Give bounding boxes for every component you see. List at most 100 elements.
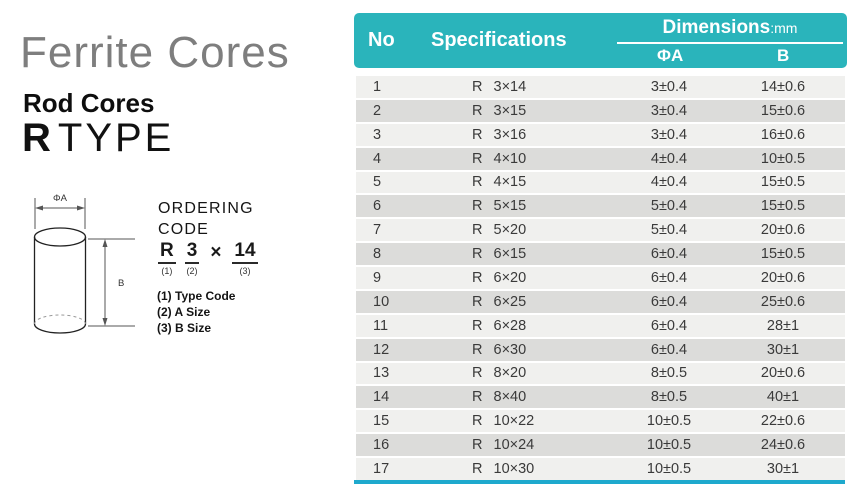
table-row: 5 R 4×15 4±0.4 15±0.5	[356, 171, 845, 194]
table-row: 4 R 4×10 4±0.4 10±0.5	[356, 147, 845, 170]
code-char: ×	[210, 242, 222, 263]
ordering-code-legend: (1) Type Code (2) A Size (3) B Size	[157, 288, 235, 336]
table-header: No Specifications Dimensions:mm ΦA B	[354, 13, 847, 68]
table-row: 2 R 3×15 3±0.4 15±0.6	[356, 99, 845, 122]
table-row: 13 R 8×20 8±0.5 20±0.6	[356, 362, 845, 385]
row-b: 20±0.6	[760, 365, 806, 382]
row-no: 6	[373, 198, 382, 215]
row-b: 15±0.5	[760, 174, 806, 191]
code-index: (1)	[161, 266, 173, 276]
column-header-specifications: Specifications	[431, 29, 567, 51]
table-row: 7 R 5×20 5±0.4 20±0.6	[356, 219, 845, 242]
row-spec: R 10×22	[472, 413, 535, 430]
row-phi-a: 10±0.5	[646, 437, 692, 454]
row-b: 15±0.6	[760, 102, 806, 119]
type-heading: R TYPE	[22, 116, 174, 161]
row-b: 14±0.6	[760, 78, 806, 95]
row-no: 4	[373, 150, 382, 167]
table-row: 11 R 6×28 6±0.4 28±1	[356, 314, 845, 337]
table-row: 17 R 10×30 10±0.5 30±1	[356, 458, 845, 480]
row-no: 7	[373, 222, 382, 239]
row-b: 30±1	[766, 460, 800, 477]
column-group-dimensions: Dimensions:mm ΦA B	[617, 13, 843, 68]
row-spec: R 10×30	[472, 460, 535, 477]
code-index: (2)	[186, 266, 198, 276]
ordering-code-heading: ORDERING CODE	[158, 198, 254, 240]
legend-item: (1) Type Code	[157, 289, 236, 303]
row-phi-a: 5±0.4	[650, 198, 688, 215]
table-body: 1 R 3×14 3±0.4 14±0.6 2 R 3×15 3±0.4 15±0.6 3 R 3…	[356, 76, 845, 480]
rod-core-diagram: ΦA B	[33, 193, 135, 334]
row-no: 10	[373, 293, 390, 310]
row-phi-a: 4±0.4	[650, 174, 688, 191]
table-bottom-border	[354, 480, 845, 484]
specifications-table: No Specifications Dimensions:mm ΦA B 1 R …	[354, 13, 847, 480]
row-no: 16	[373, 437, 390, 454]
row-phi-a: 8±0.5	[650, 365, 688, 382]
ordering-heading-line2: CODE	[158, 221, 210, 238]
ordering-code-formula: R (1) 3 (2) × 14 (3)	[158, 240, 258, 278]
row-spec: R 3×14	[472, 78, 527, 95]
row-no: 15	[373, 413, 390, 430]
dimensions-group-title: Dimensions:mm	[617, 13, 843, 42]
row-no: 2	[373, 102, 382, 119]
row-spec: R 4×15	[472, 174, 527, 191]
table-row: 10 R 6×25 6±0.4 25±0.6	[356, 290, 845, 313]
row-phi-a: 3±0.4	[650, 102, 688, 119]
table-row: 1 R 3×14 3±0.4 14±0.6	[356, 76, 845, 98]
column-header-b: B	[776, 46, 790, 65]
row-no: 5	[373, 174, 382, 191]
row-phi-a: 6±0.4	[650, 341, 688, 358]
dimensions-unit: :mm	[770, 19, 798, 36]
table-row: 3 R 3×16 3±0.4 16±0.6	[356, 123, 845, 146]
row-no: 9	[373, 269, 382, 286]
row-phi-a: 3±0.4	[650, 78, 688, 95]
code-part: R (1)	[158, 240, 176, 278]
row-b: 20±0.6	[760, 222, 806, 239]
table-row: 8 R 6×15 6±0.4 15±0.5	[356, 243, 845, 265]
row-b: 15±0.5	[760, 198, 806, 215]
row-spec: R 8×20	[472, 365, 527, 382]
row-no: 17	[373, 460, 390, 477]
row-no: 8	[373, 246, 382, 263]
code-part: ×	[208, 242, 223, 278]
table-row: 6 R 5×15 5±0.4 15±0.5	[356, 195, 845, 218]
legend-item: (3) B Size	[157, 321, 212, 335]
row-spec: R 4×10	[472, 150, 527, 167]
row-b: 30±1	[766, 341, 800, 358]
header-divider-line	[617, 42, 843, 44]
row-phi-a: 10±0.5	[646, 460, 692, 477]
row-phi-a: 4±0.4	[650, 150, 688, 167]
page-subtitle: Rod Cores	[23, 88, 155, 118]
row-phi-a: 5±0.4	[650, 222, 688, 239]
row-b: 22±0.6	[760, 413, 806, 430]
row-no: 13	[373, 365, 390, 382]
row-no: 14	[373, 389, 390, 406]
row-phi-a: 10±0.5	[646, 413, 692, 430]
row-spec: R 6×30	[472, 341, 527, 358]
ordering-heading-line1: ORDERING	[158, 200, 254, 217]
row-spec: R 6×25	[472, 293, 527, 310]
row-b: 20±0.6	[760, 269, 806, 286]
code-char: R	[158, 240, 176, 264]
type-word: TYPE	[57, 116, 175, 160]
row-spec: R 6×28	[472, 317, 527, 334]
type-letter: R	[22, 116, 52, 160]
table-row: 16 R 10×24 10±0.5 24±0.6	[356, 434, 845, 456]
row-spec: R 3×16	[472, 126, 527, 143]
row-phi-a: 8±0.5	[650, 389, 688, 406]
table-row: 15 R 10×22 10±0.5 22±0.6	[356, 410, 845, 433]
row-b: 24±0.6	[760, 437, 806, 454]
row-phi-a: 6±0.4	[650, 269, 688, 286]
row-no: 3	[373, 126, 382, 143]
row-spec: R 6×20	[472, 269, 527, 286]
row-no: 1	[373, 78, 382, 95]
dimensions-label: Dimensions	[662, 16, 771, 38]
table-row: 9 R 6×20 6±0.4 20±0.6	[356, 267, 845, 289]
row-b: 10±0.5	[760, 150, 806, 167]
row-phi-a: 3±0.4	[650, 126, 688, 143]
row-no: 12	[373, 341, 390, 358]
row-spec: R 5×15	[472, 198, 527, 215]
row-spec: R 5×20	[472, 222, 527, 239]
